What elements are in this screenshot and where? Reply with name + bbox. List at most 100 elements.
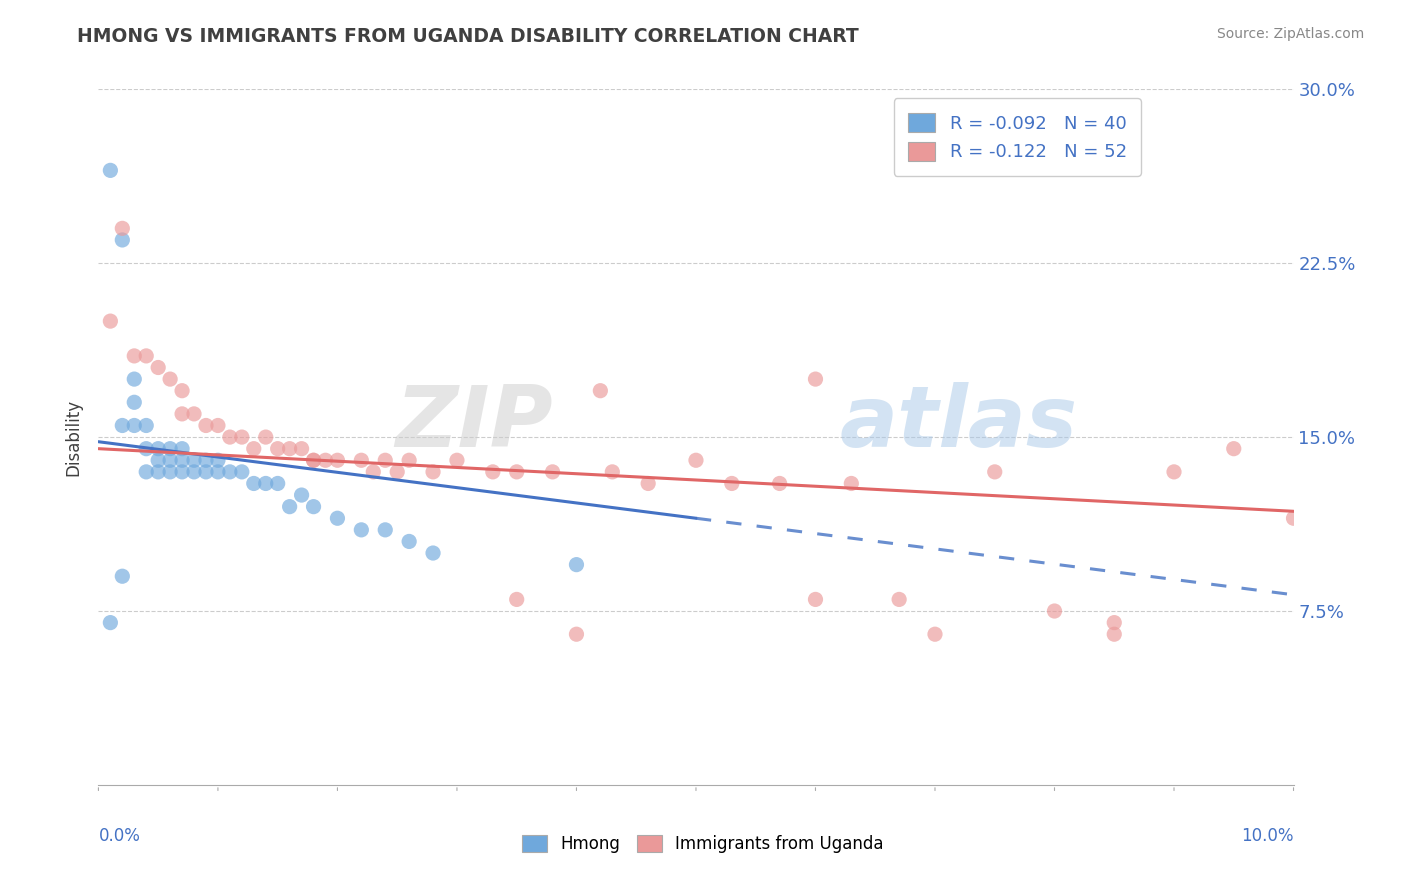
Point (148, 360, 170, 375)
Point (565, 558, 588, 572)
Legend: R = -0.092   N = 40, R = -0.122   N = 52: R = -0.092 N = 40, R = -0.122 N = 52 (894, 98, 1142, 176)
Point (207, 418, 229, 433)
Point (385, 465, 409, 479)
Point (1104, 627, 1126, 641)
Point (506, 465, 529, 479)
Point (1163, 465, 1185, 479)
Point (398, 534, 420, 549)
Point (124, 349, 146, 363)
Point (243, 442, 266, 456)
Point (207, 453, 229, 467)
Point (446, 453, 468, 467)
Point (637, 476, 659, 491)
Point (195, 465, 218, 479)
Point (769, 476, 792, 491)
Point (172, 407, 194, 421)
Text: atlas: atlas (839, 382, 1077, 465)
Point (183, 453, 205, 467)
Point (278, 500, 301, 514)
Point (231, 430, 253, 444)
Point (422, 546, 444, 560)
Point (374, 453, 396, 467)
Point (302, 453, 325, 467)
Point (565, 627, 588, 641)
Point (135, 465, 157, 479)
Point (172, 465, 194, 479)
Point (721, 476, 744, 491)
Point (278, 442, 301, 456)
Point (135, 442, 157, 456)
Point (267, 442, 290, 456)
Point (326, 511, 349, 525)
Point (506, 592, 529, 607)
Point (231, 465, 253, 479)
Point (267, 476, 290, 491)
Point (172, 384, 194, 398)
Point (135, 418, 157, 433)
Point (804, 372, 827, 386)
Point (219, 465, 242, 479)
Text: Source: ZipAtlas.com: Source: ZipAtlas.com (1216, 27, 1364, 41)
Point (1223, 442, 1246, 456)
Point (363, 465, 385, 479)
Point (207, 465, 229, 479)
Point (291, 442, 314, 456)
Point (135, 349, 157, 363)
Point (589, 384, 612, 398)
Point (1043, 604, 1066, 618)
Point (350, 523, 373, 537)
Point (398, 453, 420, 467)
Point (541, 465, 564, 479)
Legend: Hmong, Immigrants from Uganda: Hmong, Immigrants from Uganda (513, 827, 893, 862)
Point (291, 488, 314, 502)
Text: 10.0%: 10.0% (1241, 827, 1294, 845)
Point (685, 453, 707, 467)
Point (148, 465, 170, 479)
Point (302, 500, 325, 514)
Point (1104, 615, 1126, 630)
Point (350, 453, 373, 467)
Point (482, 465, 505, 479)
Point (1282, 511, 1305, 525)
Point (124, 372, 146, 386)
Point (315, 453, 337, 467)
Point (219, 430, 242, 444)
Point (889, 592, 911, 607)
Point (159, 453, 181, 467)
Point (374, 523, 396, 537)
Point (804, 592, 827, 607)
Point (254, 430, 277, 444)
Point (98, 314, 122, 328)
Point (195, 418, 218, 433)
Point (243, 476, 266, 491)
Point (98, 615, 122, 630)
Point (183, 465, 205, 479)
Point (111, 418, 134, 433)
Point (124, 395, 146, 409)
Point (98, 163, 122, 178)
Point (302, 453, 325, 467)
Point (172, 442, 194, 456)
Point (172, 453, 194, 467)
Text: 0.0%: 0.0% (98, 827, 141, 845)
Point (159, 442, 181, 456)
Point (159, 372, 181, 386)
Point (254, 476, 277, 491)
Point (111, 233, 134, 247)
Point (159, 465, 181, 479)
Y-axis label: Disability: Disability (65, 399, 83, 475)
Point (602, 465, 624, 479)
Point (148, 453, 170, 467)
Point (111, 569, 134, 583)
Point (195, 453, 218, 467)
Point (326, 453, 349, 467)
Point (124, 418, 146, 433)
Point (924, 627, 946, 641)
Text: HMONG VS IMMIGRANTS FROM UGANDA DISABILITY CORRELATION CHART: HMONG VS IMMIGRANTS FROM UGANDA DISABILI… (77, 27, 859, 45)
Point (841, 476, 863, 491)
Point (984, 465, 1007, 479)
Point (183, 407, 205, 421)
Point (148, 442, 170, 456)
Point (422, 465, 444, 479)
Text: ZIP: ZIP (395, 382, 553, 465)
